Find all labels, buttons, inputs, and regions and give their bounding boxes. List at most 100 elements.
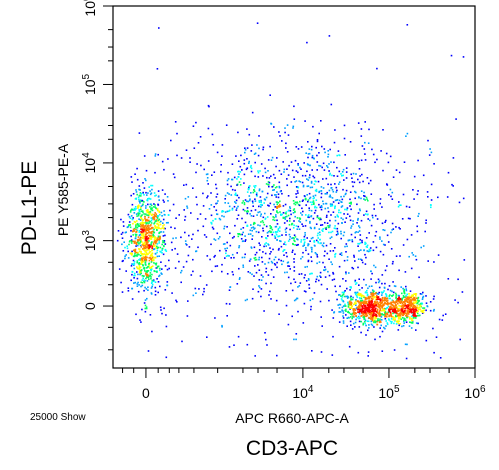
event-dot [146, 232, 149, 234]
event-dot [128, 224, 130, 226]
event-dot [138, 253, 140, 256]
event-dot [309, 240, 311, 242]
event-dot [148, 246, 151, 249]
event-dot [378, 306, 380, 308]
event-dot [351, 328, 354, 330]
event-dot [340, 230, 342, 233]
event-dot [381, 206, 383, 208]
event-dot [329, 203, 332, 205]
event-dot [236, 184, 238, 186]
event-dot [259, 224, 261, 227]
event-dot [405, 321, 408, 323]
event-dot [356, 293, 359, 296]
event-dot [360, 301, 363, 304]
event-dot [141, 229, 144, 232]
event-dot [375, 281, 377, 284]
event-dot [142, 203, 144, 206]
event-dot [382, 229, 384, 231]
event-dot [159, 269, 161, 272]
event-dot [141, 231, 143, 234]
event-dot [359, 310, 362, 312]
event-dot [347, 301, 349, 304]
event-dot [130, 252, 133, 254]
event-dot [138, 185, 141, 187]
event-dot [242, 266, 245, 268]
event-dot [164, 243, 167, 245]
event-dot [149, 225, 151, 227]
event-dot [238, 160, 240, 162]
event-dot [176, 301, 178, 303]
event-dot [346, 207, 349, 209]
event-dot [159, 267, 161, 270]
event-dot [137, 223, 139, 226]
event-dot [268, 294, 270, 296]
event-dot [190, 212, 192, 214]
event-dot [320, 192, 323, 195]
event-dot [376, 298, 378, 301]
event-dot [402, 193, 405, 196]
event-dot [384, 311, 387, 314]
event-dot [294, 159, 297, 162]
event-dot [278, 185, 281, 188]
event-dot [278, 230, 281, 232]
event-dot [383, 326, 385, 329]
event-dot [261, 236, 263, 238]
event-dot [397, 315, 399, 317]
event-dot [394, 285, 397, 288]
event-dot [146, 273, 149, 276]
event-dot [358, 293, 360, 295]
event-dot [257, 171, 260, 174]
event-dot [137, 273, 139, 276]
event-dot [251, 238, 253, 240]
event-dot [135, 228, 137, 231]
event-dot [144, 270, 146, 272]
event-dot [318, 218, 321, 221]
event-dot [246, 298, 248, 301]
event-dot [271, 186, 273, 188]
event-dot [338, 307, 341, 309]
event-dot [336, 189, 338, 192]
event-dot [324, 250, 326, 253]
event-dot [341, 294, 344, 296]
event-dot [262, 230, 265, 232]
event-dot [269, 145, 271, 148]
event-dot [365, 311, 367, 314]
event-dot [286, 124, 289, 126]
event-dot [391, 191, 394, 194]
event-dot [320, 208, 323, 211]
event-dot [339, 253, 341, 255]
event-dot [144, 216, 146, 218]
event-dot [170, 139, 172, 142]
event-dot [364, 253, 366, 256]
event-dot [406, 310, 409, 312]
event-dot [407, 309, 410, 311]
event-dot [297, 243, 299, 246]
event-dot [117, 230, 120, 232]
event-dot [318, 164, 320, 167]
event-dot [372, 304, 375, 306]
event-dot [234, 192, 237, 195]
event-dot [151, 265, 154, 267]
event-dot [289, 228, 291, 231]
event-dot [315, 280, 317, 283]
event-dot [278, 131, 280, 133]
event-dot [280, 245, 283, 248]
event-dot [416, 299, 419, 301]
event-dot [422, 291, 424, 294]
event-dot [355, 231, 357, 233]
event-dot [321, 206, 323, 208]
event-dot [379, 198, 382, 200]
event-dot [143, 280, 145, 283]
event-dot [313, 157, 315, 160]
event-dot [344, 221, 346, 223]
event-dot [266, 216, 269, 218]
event-dot [360, 297, 363, 300]
event-dot [336, 166, 338, 169]
event-dot [362, 180, 364, 183]
event-dot [270, 260, 273, 263]
event-dot [252, 215, 255, 217]
event-dot [239, 171, 242, 173]
event-dot [341, 299, 344, 302]
event-dot [327, 166, 329, 169]
event-dot [150, 217, 153, 219]
